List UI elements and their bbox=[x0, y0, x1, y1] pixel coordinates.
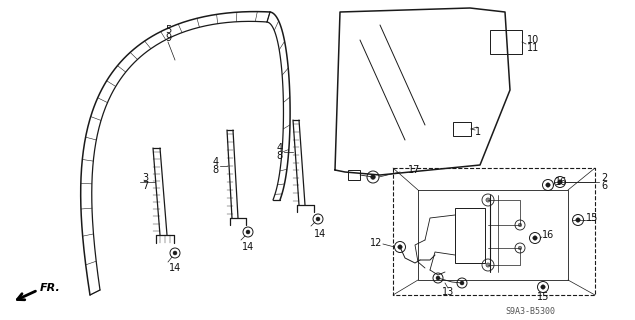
Text: 1: 1 bbox=[475, 127, 481, 137]
Text: 5: 5 bbox=[165, 25, 171, 35]
Circle shape bbox=[436, 276, 440, 280]
Text: FR.: FR. bbox=[40, 283, 61, 293]
Text: S9A3-B5300: S9A3-B5300 bbox=[505, 308, 555, 316]
Text: 6: 6 bbox=[601, 181, 607, 191]
Circle shape bbox=[398, 245, 402, 249]
Text: 15: 15 bbox=[586, 213, 598, 223]
Text: 7: 7 bbox=[142, 181, 148, 191]
Text: 10: 10 bbox=[527, 35, 539, 45]
Text: 3: 3 bbox=[142, 173, 148, 183]
Text: 16: 16 bbox=[555, 177, 567, 187]
Circle shape bbox=[316, 217, 320, 221]
Circle shape bbox=[371, 175, 375, 180]
Text: 16: 16 bbox=[542, 230, 554, 240]
Text: 4: 4 bbox=[277, 143, 283, 153]
Circle shape bbox=[518, 223, 522, 227]
Circle shape bbox=[541, 285, 545, 289]
Circle shape bbox=[576, 218, 580, 222]
Text: 8: 8 bbox=[213, 165, 219, 175]
Text: 12: 12 bbox=[370, 238, 382, 248]
Bar bbox=[455, 208, 485, 263]
Text: 14: 14 bbox=[314, 229, 326, 239]
Circle shape bbox=[518, 246, 522, 250]
Bar bbox=[348, 170, 360, 180]
Text: 14: 14 bbox=[242, 242, 254, 252]
Text: 2: 2 bbox=[601, 173, 607, 183]
Circle shape bbox=[486, 263, 490, 267]
Text: 4: 4 bbox=[213, 157, 219, 167]
Text: 13: 13 bbox=[442, 287, 454, 297]
Circle shape bbox=[558, 180, 562, 184]
Circle shape bbox=[486, 198, 490, 202]
Circle shape bbox=[533, 236, 537, 240]
Text: 9: 9 bbox=[165, 33, 171, 43]
Circle shape bbox=[460, 281, 464, 285]
Text: 14: 14 bbox=[169, 263, 181, 273]
Text: 8: 8 bbox=[277, 151, 283, 161]
Circle shape bbox=[246, 230, 250, 234]
Text: 11: 11 bbox=[527, 43, 539, 53]
Circle shape bbox=[173, 251, 177, 255]
Text: 15: 15 bbox=[537, 292, 549, 302]
Circle shape bbox=[546, 183, 550, 187]
Bar bbox=[490, 30, 522, 54]
Bar bbox=[453, 122, 471, 136]
Text: 17: 17 bbox=[408, 165, 420, 175]
